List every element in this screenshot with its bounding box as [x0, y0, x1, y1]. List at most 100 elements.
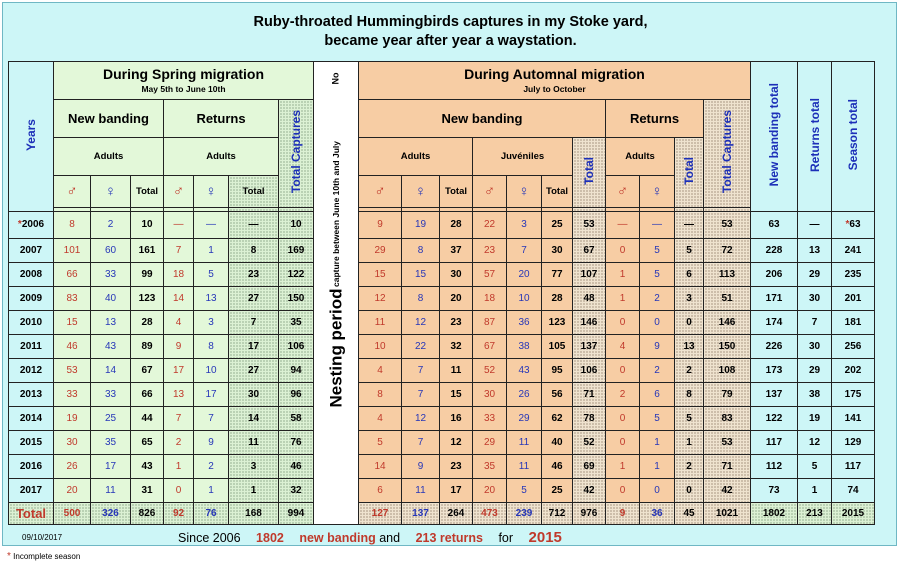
autumn-ad-total: 17 [439, 478, 473, 503]
autumn-rt-female: 9 [639, 334, 675, 359]
autumn-rt-total: — [674, 211, 704, 239]
autumn-juv-female: 29 [506, 406, 542, 431]
autumn-rt-female: 5 [639, 262, 675, 287]
autumn-ad-total: 15 [439, 382, 473, 407]
autumn-nb-total: 71 [572, 382, 606, 407]
autumn-ad-total: 37 [439, 238, 473, 263]
spring-rt-total: 27 [228, 358, 279, 383]
autumn-ad-female: 9 [401, 454, 440, 479]
autumn-subtitle: July to October [523, 84, 586, 95]
autumn-juv-total: 30 [541, 238, 573, 263]
new-banding-total-cell: 228 [750, 238, 798, 263]
autumn-total-captures: 150 [703, 334, 751, 359]
autumn-ad-male: 8 [358, 382, 402, 407]
season-value: 235 [844, 268, 862, 280]
nesting-period-column: No capture between June 10th and July Ne… [313, 61, 359, 525]
spring-total-captures: 122 [278, 262, 314, 287]
year-label: 2007 [19, 244, 43, 256]
autumn-ad-male: 4 [358, 406, 402, 431]
footer-for: for [498, 531, 514, 545]
spring-nb-adults-header: Adults [53, 137, 164, 176]
autumn-ad-male: 29 [358, 238, 402, 263]
spring-nb-total: 67 [130, 358, 164, 383]
autumn-nb-total: 78 [572, 406, 606, 431]
new-banding-total-label: New banding total [767, 83, 781, 187]
autumn-rt-total: 0 [674, 478, 704, 503]
autumn-new-banding-header: New banding [358, 99, 606, 138]
autumn-ad-male: 14 [358, 454, 402, 479]
autumn-rt-adults-label: Adults [625, 150, 655, 162]
male-icon: ♂ [163, 175, 194, 208]
spring-rt-female: 2 [193, 454, 229, 479]
autumn-nb-total: 52 [572, 430, 606, 455]
year-cell: 2009 [8, 286, 54, 311]
season-total-cell: 256 [831, 334, 875, 359]
new-banding-total-cell: 112 [750, 454, 798, 479]
autumn-ad-male: 6 [358, 478, 402, 503]
spring-nb-female: 2 [90, 211, 131, 239]
autumn-ad-female: 7 [401, 430, 440, 455]
autumn-rt-total: 2 [674, 454, 704, 479]
season-value: 129 [844, 436, 862, 448]
total-label: Total [541, 175, 573, 208]
spring-total-captures: 150 [278, 286, 314, 311]
season-value: 175 [844, 388, 862, 400]
autumn-rt-total: 3 [674, 286, 704, 311]
male-icon: ♂ [358, 175, 402, 208]
total-autumn-juv-male: 473 [472, 502, 507, 525]
spring-nb-male: 30 [53, 430, 91, 455]
total-spring-nb-male: 500 [53, 502, 91, 525]
autumn-rt-total: 5 [674, 238, 704, 263]
autumn-rt-total: 0 [674, 310, 704, 335]
spring-nb-total: 43 [130, 454, 164, 479]
female-icon: ♀ [506, 175, 542, 208]
year-cell: 2013 [8, 382, 54, 407]
spring-nb-total: 31 [130, 478, 164, 503]
spring-rt-male: 13 [163, 382, 194, 407]
table-row: 2013 33 33 66 13 17 30 96 8 7 15 30 26 56 71 2 6 8 79 137 38… [8, 382, 875, 407]
spring-rt-total: 1 [228, 478, 279, 503]
returns-total-cell: 30 [797, 334, 832, 359]
spring-nb-adults-label: Adults [93, 150, 124, 162]
table-row: 2008 66 33 99 18 5 23 122 15 15 30 57 20 77 107 1 5 6 113 2… [8, 262, 875, 287]
autumn-ad-female: 19 [401, 211, 440, 239]
spring-nb-total: 123 [130, 286, 164, 311]
returns-total-cell: 29 [797, 262, 832, 287]
season-total-cell: 117 [831, 454, 875, 479]
autumn-nb-total: 107 [572, 262, 606, 287]
footer: 09/10/2017 Since 2006 1802 new banding a… [8, 526, 893, 546]
table-row: 2011 46 43 89 9 8 17 106 10 22 32 67 38 105 137 4 9 13 150… [8, 334, 875, 359]
nesting-caption: capture between June 10th and July [330, 141, 341, 288]
total-spring-nb-total: 826 [130, 502, 164, 525]
autumn-juv-female: 36 [506, 310, 542, 335]
autumn-total-captures: 79 [703, 382, 751, 407]
year-cell: 2015 [8, 430, 54, 455]
autumn-new-banding-label: New banding [441, 110, 523, 126]
total-label: Total [439, 175, 473, 208]
autumn-ad-total: 23 [439, 454, 473, 479]
autumn-rt-female: 6 [639, 382, 675, 407]
spring-nb-female: 11 [90, 478, 131, 503]
spring-nb-male: 101 [53, 238, 91, 263]
autumn-ad-female: 12 [401, 406, 440, 431]
autumn-juv-female: 5 [506, 478, 542, 503]
autumn-ad-male: 11 [358, 310, 402, 335]
autumn-nb-total: 69 [572, 454, 606, 479]
spring-rt-total: 30 [228, 382, 279, 407]
autumn-rt-total: 1 [674, 430, 704, 455]
spring-rt-total: — [228, 211, 279, 239]
table-row: 2014 19 25 44 7 7 14 58 4 12 16 33 29 62 78 0 5 5 83 122 19 1… [8, 406, 875, 431]
grand-season-total: 2015 [831, 502, 875, 525]
season-value: 181 [844, 316, 862, 328]
autumn-rt-female: 2 [639, 286, 675, 311]
spring-total-captures: 106 [278, 334, 314, 359]
autumn-juveniles-label: Juvéniles [500, 150, 545, 162]
spring-nb-male: 20 [53, 478, 91, 503]
year-label: 2009 [19, 292, 43, 304]
season-value: 241 [844, 244, 862, 256]
autumn-rt-male: 2 [605, 382, 640, 407]
year-label: 2013 [19, 388, 43, 400]
spring-new-banding-label: New banding [68, 110, 149, 126]
autumn-ad-female: 8 [401, 286, 440, 311]
autumn-total-captures: 51 [703, 286, 751, 311]
